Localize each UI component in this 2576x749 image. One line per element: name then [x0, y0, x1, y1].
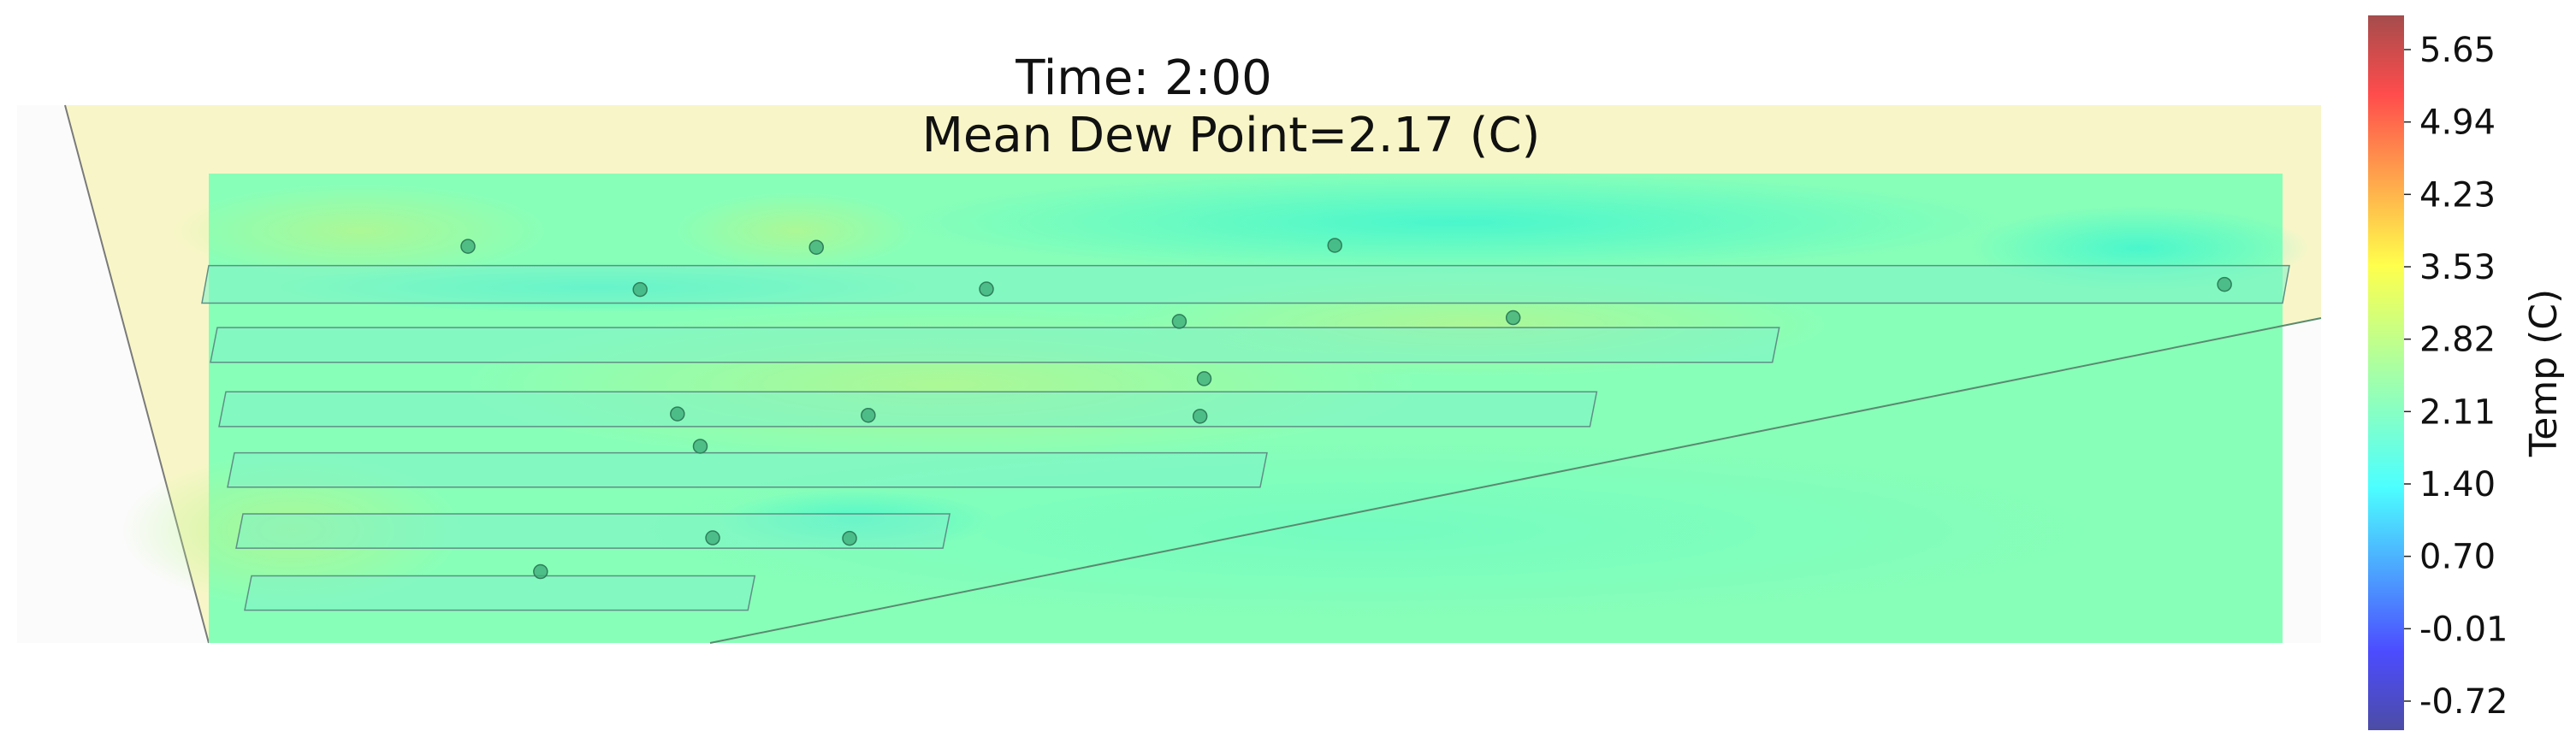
colorbar-tick-label: 2.11	[2419, 392, 2496, 432]
sensor-marker	[670, 406, 685, 422]
colorbar-tick-label: 0.70	[2419, 538, 2496, 577]
warm-blob	[676, 192, 915, 269]
sensor-marker	[979, 281, 994, 297]
bench	[244, 575, 756, 611]
sensor-marker	[1327, 238, 1342, 253]
chart-title-mean-dew-point: Mean Dew Point=2.17 (C)	[922, 108, 1541, 163]
warm-blob	[171, 184, 548, 278]
colorbar-gradient	[2368, 15, 2404, 730]
sensor-marker	[2217, 276, 2232, 292]
chart-title-time: Time: 2:00	[1015, 50, 1271, 106]
sensor-marker	[632, 281, 648, 298]
cool-blob	[898, 171, 2010, 274]
sensor-marker	[1192, 409, 1208, 424]
sensor-marker	[533, 563, 548, 580]
sensor-marker	[842, 530, 857, 546]
sensor-marker	[1196, 371, 1212, 386]
floorplan-diagonal-edge	[709, 317, 2322, 644]
colorbar-tick-label: 3.53	[2419, 248, 2496, 287]
bench	[218, 391, 1598, 428]
colorbar-tick-label: 1.40	[2419, 465, 2496, 504]
bench	[201, 264, 2290, 304]
bench	[235, 513, 951, 549]
colorbar-tick-label: -0.01	[2419, 610, 2508, 649]
sensors	[460, 238, 2232, 580]
bench	[227, 451, 1268, 488]
sensor-marker	[692, 439, 708, 454]
colorbar-tick-label: -0.72	[2419, 682, 2508, 722]
sensor-marker	[1505, 310, 1521, 326]
sensor-marker	[705, 530, 720, 546]
colorbar-ticks: 5.65 4.94 4.23 3.53 2.82 2.11 1.40 0.70 -0.01 -0.…	[2404, 31, 2508, 722]
colorbar: 5.65 4.94 4.23 3.53 2.82 2.11 1.40 0.70 -0.01 -0.…	[2368, 15, 2566, 730]
benches	[201, 264, 2290, 611]
sensor-marker	[460, 239, 476, 254]
colorbar-tick-label: 4.23	[2419, 175, 2496, 215]
colorbar-label: Temp (C)	[2522, 289, 2566, 457]
sensor-marker	[1171, 314, 1187, 329]
colorbar-tick-label: 5.65	[2419, 31, 2496, 70]
colorbar-tick-label: 2.82	[2419, 321, 2496, 360]
sensor-marker	[808, 239, 824, 255]
bench	[210, 327, 1780, 363]
colorbar-tick-label: 4.94	[2419, 103, 2496, 143]
sensor-marker	[861, 407, 876, 423]
